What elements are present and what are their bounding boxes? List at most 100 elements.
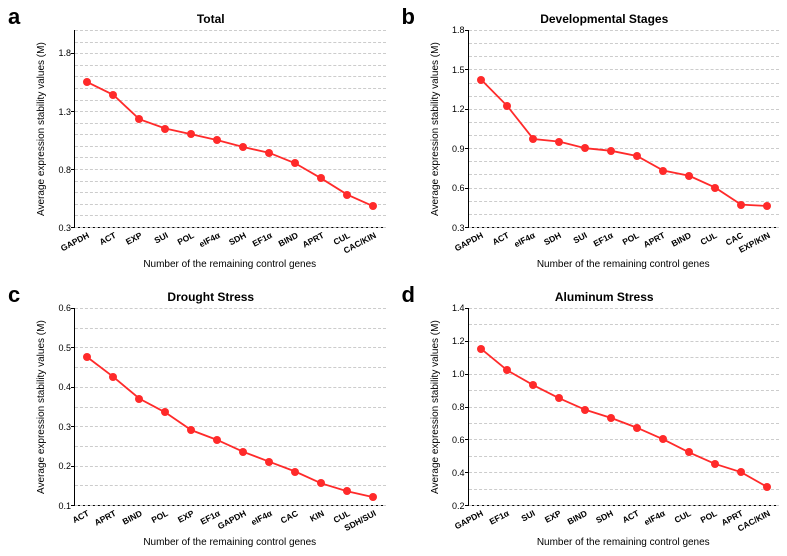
y-tick-label: 1.8: [58, 48, 71, 58]
y-tick-label: 0.6: [452, 183, 465, 193]
data-marker: [477, 76, 485, 84]
line-series: [75, 30, 386, 227]
data-marker: [291, 468, 299, 476]
x-tick-label: APRT: [642, 230, 667, 250]
data-marker: [581, 144, 589, 152]
data-marker: [161, 125, 169, 133]
plot-row: Average expression stability values (M)1…: [36, 30, 386, 228]
x-tick-label: POL: [149, 508, 169, 525]
data-marker: [711, 460, 719, 468]
x-tick-label: EF1α: [488, 508, 511, 527]
x-tick-label: SDH: [542, 230, 563, 247]
data-marker: [477, 345, 485, 353]
panel-letter: b: [402, 4, 415, 30]
plot-area: [74, 30, 386, 228]
x-tick-label: ACT: [97, 230, 117, 247]
x-tick-label: BIND: [670, 230, 693, 249]
x-tick-label: BIND: [277, 230, 300, 249]
x-axis-row: GAPDHACTEXPSUIPOLeIF4αSDHEF1αBINDAPRTCUL…: [36, 228, 386, 268]
x-axis-spacer: [36, 506, 74, 546]
line-series: [75, 308, 386, 505]
panel-letter: c: [8, 282, 20, 308]
x-tick-label: EF1α: [592, 230, 615, 249]
y-tick-label: 1.2: [452, 104, 465, 114]
x-axis-row: GAPDHACTeIF4αSDHSUIEF1αPOLAPRTBINDCULCAC…: [430, 228, 780, 268]
data-marker: [529, 135, 537, 143]
y-tick-label: 1.0: [452, 369, 465, 379]
x-tick-label: CUL: [673, 508, 693, 525]
y-axis-label: Average expression stability values (M): [430, 30, 444, 228]
y-axis-label: Average expression stability values (M): [36, 308, 50, 506]
data-marker: [685, 172, 693, 180]
x-tick-label: POL: [699, 508, 719, 525]
plot-area: [74, 308, 386, 506]
y-tick-label: 0.8: [58, 165, 71, 175]
x-tick-label: eIF4α: [643, 508, 667, 527]
data-marker: [711, 184, 719, 192]
panel-a: a TotalAverage expression stability value…: [0, 0, 394, 278]
data-marker: [555, 138, 563, 146]
x-tick-label: KIN: [308, 508, 326, 524]
y-tick-label: 0.3: [452, 223, 465, 233]
plot-area: [468, 30, 780, 228]
chart-title: Aluminum Stress: [430, 290, 780, 308]
chart-title: Total: [36, 12, 386, 30]
y-tick-label: 1.2: [452, 336, 465, 346]
x-tick-label: SUI: [152, 230, 169, 245]
panel-d: d Aluminum StressAverage expression stabi…: [394, 278, 787, 556]
y-axis-ticks: 1.81.30.80.3: [50, 30, 74, 228]
x-axis-row: ACTAPRTBINDPOLEXPEF1αGAPDHeIF4αCACKINCUL…: [36, 506, 386, 546]
y-tick-label: 0.4: [452, 468, 465, 478]
y-tick-label: 1.3: [58, 107, 71, 117]
data-marker: [581, 406, 589, 414]
y-tick-label: 0.1: [58, 501, 71, 511]
x-axis-label: Number of the remaining control genes: [74, 259, 386, 270]
y-axis-ticks: 0.60.50.40.30.20.1: [50, 308, 74, 506]
y-tick-label: 1.4: [452, 303, 465, 313]
data-marker: [529, 381, 537, 389]
x-tick-label: ACT: [621, 508, 641, 525]
data-marker: [135, 395, 143, 403]
x-axis-label: Number of the remaining control genes: [468, 537, 780, 548]
x-tick-label: SUI: [572, 230, 589, 245]
plot-row: Average expression stability values (M) 1…: [430, 308, 780, 506]
y-axis-label: Average expression stability values (M): [430, 308, 444, 506]
x-axis-ticks: GAPDHACTeIF4αSDHSUIEF1αPOLAPRTBINDCULCAC…: [468, 228, 780, 268]
panel-c: c Drought StressAverage expression stabil…: [0, 278, 394, 556]
line-series: [469, 308, 780, 505]
y-axis-ticks: 1.81.51.20.90.60.3: [444, 30, 468, 228]
x-axis-label: Number of the remaining control genes: [74, 537, 386, 548]
y-tick-label: 0.6: [452, 435, 465, 445]
x-tick-label: CAC: [279, 508, 300, 525]
x-tick-label: ACT: [491, 230, 511, 247]
y-tick-label: 0.8: [452, 402, 465, 412]
y-tick-label: 0.2: [452, 501, 465, 511]
x-axis-ticks: GAPDHACTEXPSUIPOLeIF4αSDHEF1αBINDAPRTCUL…: [74, 228, 386, 268]
chart-title: Developmental Stages: [430, 12, 780, 30]
y-tick-label: 1.5: [452, 65, 465, 75]
data-marker: [265, 458, 273, 466]
y-tick-label: 0.3: [58, 422, 71, 432]
data-marker: [239, 448, 247, 456]
y-tick-label: 0.5: [58, 343, 71, 353]
data-marker: [633, 424, 641, 432]
x-tick-label: BIND: [120, 508, 143, 527]
figure-grid: a Total Average expression stability value…: [0, 0, 787, 556]
line-series: [469, 30, 780, 227]
chart-wrap: Developmental StagesAverage expression s…: [430, 12, 780, 268]
plot-row: Average expression stability values (M) 1…: [430, 30, 780, 228]
chart-wrap: Drought StressAverage expression stabili…: [36, 290, 386, 546]
data-marker: [343, 191, 351, 199]
y-tick-label: 0.3: [58, 223, 71, 233]
plot-area: [468, 308, 780, 506]
x-tick-label: APRT: [92, 508, 117, 528]
panel-letter: d: [402, 282, 415, 308]
panel-letter: a: [8, 4, 20, 30]
x-tick-label: EXP: [176, 508, 196, 525]
data-marker: [659, 167, 667, 175]
data-marker: [503, 102, 511, 110]
x-axis-row: GAPDHEF1αSUIEXPBINDSDHACTeIF4αCULPOLAPRT…: [430, 506, 780, 546]
x-axis-ticks: GAPDHEF1αSUIEXPBINDSDHACTeIF4αCULPOLAPRT…: [468, 506, 780, 546]
x-tick-label: SUI: [520, 508, 537, 523]
x-tick-label: ACT: [71, 508, 91, 525]
